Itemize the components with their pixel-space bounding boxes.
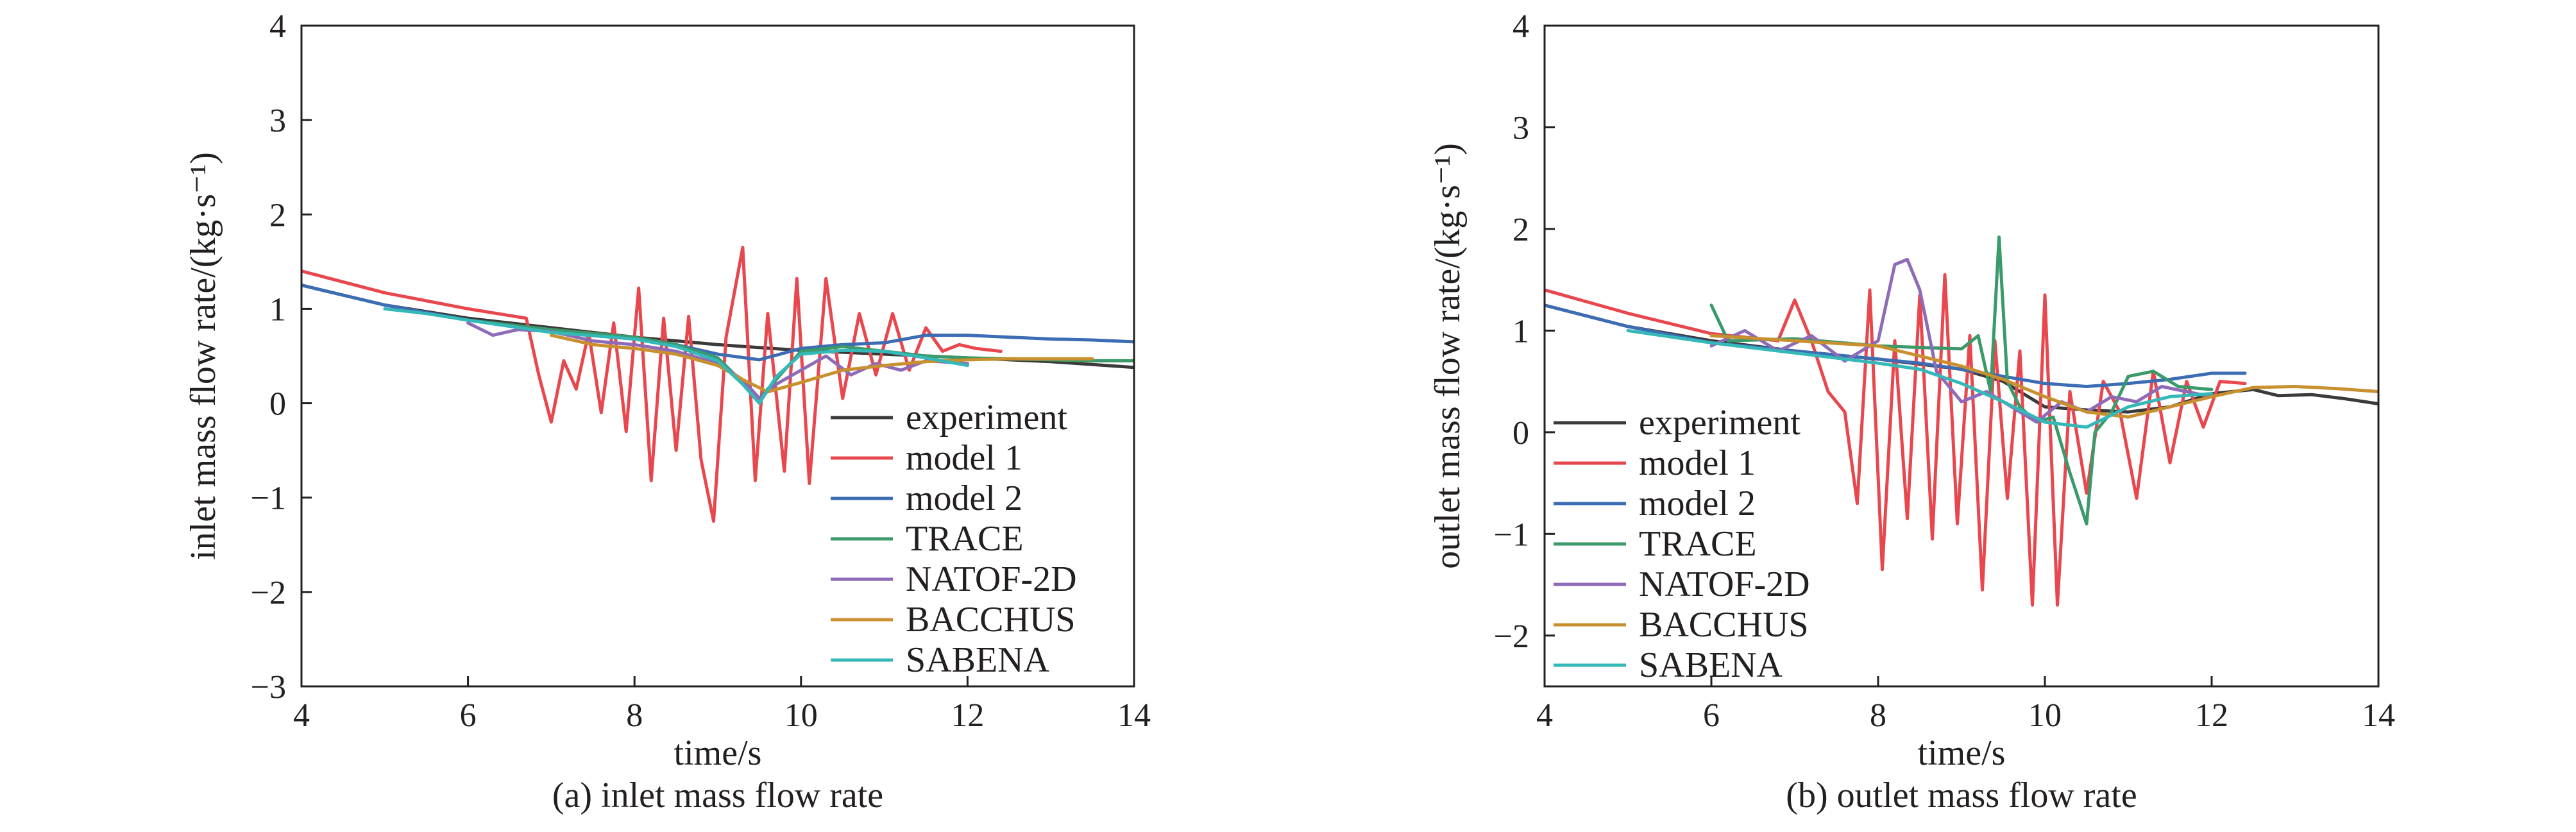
legend-label: NATOF-2D bbox=[1639, 565, 1810, 604]
legend-label: SABENA bbox=[906, 640, 1050, 680]
plot-frame bbox=[1543, 24, 2380, 688]
y-tick-label: −1 bbox=[1494, 516, 1529, 553]
figure-caption: (b) outlet mass flow rate bbox=[1786, 776, 2137, 815]
x-tick-label: 6 bbox=[1703, 697, 1720, 734]
y-tick-label: 1 bbox=[269, 291, 286, 328]
x-tick-label: 12 bbox=[2195, 697, 2228, 734]
legend-label: experiment bbox=[906, 398, 1067, 437]
x-tick-label: 6 bbox=[460, 697, 477, 734]
y-tick-label: −1 bbox=[251, 480, 286, 517]
y-tick-label: 2 bbox=[1513, 212, 1529, 248]
y-tick-label: 0 bbox=[269, 386, 286, 423]
legend-label: NATOF-2D bbox=[906, 559, 1077, 599]
x-axis-label: time/s bbox=[674, 733, 762, 773]
x-tick-label: 14 bbox=[1117, 697, 1151, 734]
y-axis-label: outlet mass flow rate/(kg·s⁻¹) bbox=[1428, 143, 1468, 569]
x-tick-label: 12 bbox=[951, 697, 984, 734]
x-tick-label: 4 bbox=[1536, 697, 1553, 734]
legend-label: BACCHUS bbox=[906, 600, 1076, 640]
x-axis-label: time/s bbox=[1918, 733, 2006, 773]
series-line-sabena bbox=[1626, 328, 2214, 429]
x-tick-label: 4 bbox=[293, 697, 310, 734]
legend-label: TRACE bbox=[1639, 524, 1757, 564]
y-tick-label: 4 bbox=[269, 8, 286, 45]
y-tick-label: −2 bbox=[1494, 618, 1529, 655]
series-line-model-1 bbox=[1545, 273, 2247, 607]
series-lines bbox=[301, 246, 1134, 523]
legend-label: model 1 bbox=[1639, 443, 1756, 483]
series-line-experiment bbox=[1545, 303, 2378, 414]
series-line-bacchus bbox=[1709, 334, 2378, 419]
legend-label: model 1 bbox=[906, 438, 1022, 478]
figure-caption: (a) inlet mass flow rate bbox=[552, 776, 883, 815]
y-tick-label: −3 bbox=[251, 669, 286, 706]
x-tick-label: 10 bbox=[784, 697, 818, 734]
series-line-bacchus bbox=[549, 334, 1094, 394]
plot-frame bbox=[300, 24, 1135, 688]
y-tick-label: 2 bbox=[269, 197, 286, 233]
y-axis-label: inlet mass flow rate/(kg·s⁻¹) bbox=[183, 152, 223, 560]
legend-label: model 2 bbox=[1639, 484, 1756, 523]
y-tick-label: 3 bbox=[269, 103, 286, 139]
x-tick-label: 8 bbox=[626, 697, 643, 734]
legend-label: BACCHUS bbox=[1639, 605, 1809, 645]
series-line-model-1 bbox=[301, 246, 1003, 523]
series-line-natof-2d bbox=[1709, 258, 2214, 424]
series-lines bbox=[1545, 235, 2378, 607]
series-line-sabena bbox=[383, 307, 969, 405]
legend-label: SABENA bbox=[1639, 645, 1783, 685]
y-tick-label: 0 bbox=[1513, 415, 1529, 452]
y-tick-label: 4 bbox=[1513, 8, 1529, 45]
x-tick-label: 8 bbox=[1870, 697, 1886, 734]
legend-label: TRACE bbox=[906, 519, 1024, 559]
y-tick-label: 3 bbox=[1513, 110, 1529, 146]
y-tick-label: −2 bbox=[251, 575, 286, 611]
x-tick-label: 14 bbox=[2362, 697, 2395, 734]
legend-label: experiment bbox=[1639, 403, 1801, 443]
legend-label: model 2 bbox=[906, 479, 1022, 518]
series-line-model-2 bbox=[301, 284, 1134, 362]
y-tick-label: 1 bbox=[1513, 313, 1529, 350]
x-tick-label: 10 bbox=[2028, 697, 2062, 734]
